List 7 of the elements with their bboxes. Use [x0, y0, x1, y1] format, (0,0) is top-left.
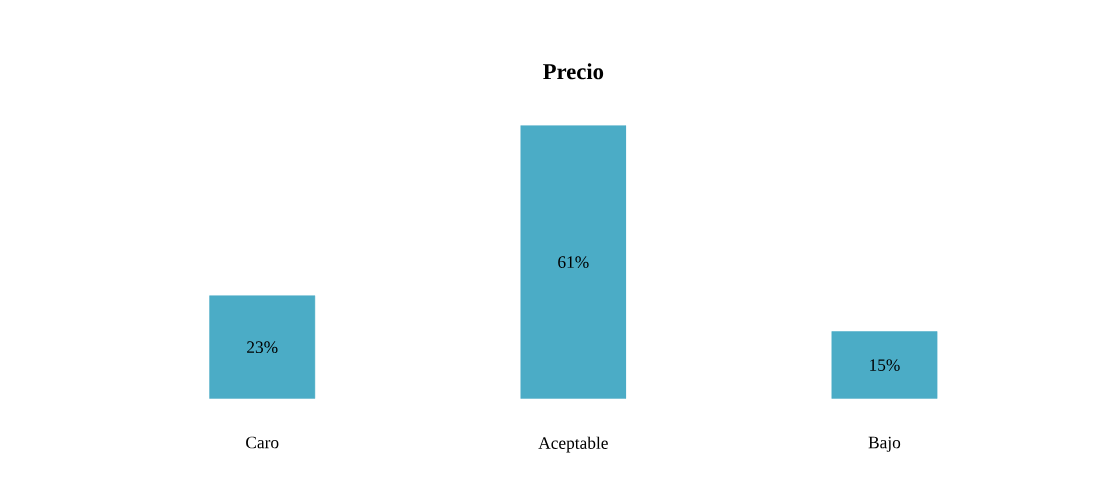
chart-title: Precio	[543, 63, 604, 80]
x-tick-label: Aceptable	[538, 436, 608, 453]
data-label: 61%	[558, 256, 589, 269]
x-tick-label: Caro	[246, 436, 279, 449]
data-label: 23%	[247, 341, 278, 354]
data-label: 15%	[870, 359, 900, 372]
x-tick-label: Bajo	[868, 436, 901, 453]
